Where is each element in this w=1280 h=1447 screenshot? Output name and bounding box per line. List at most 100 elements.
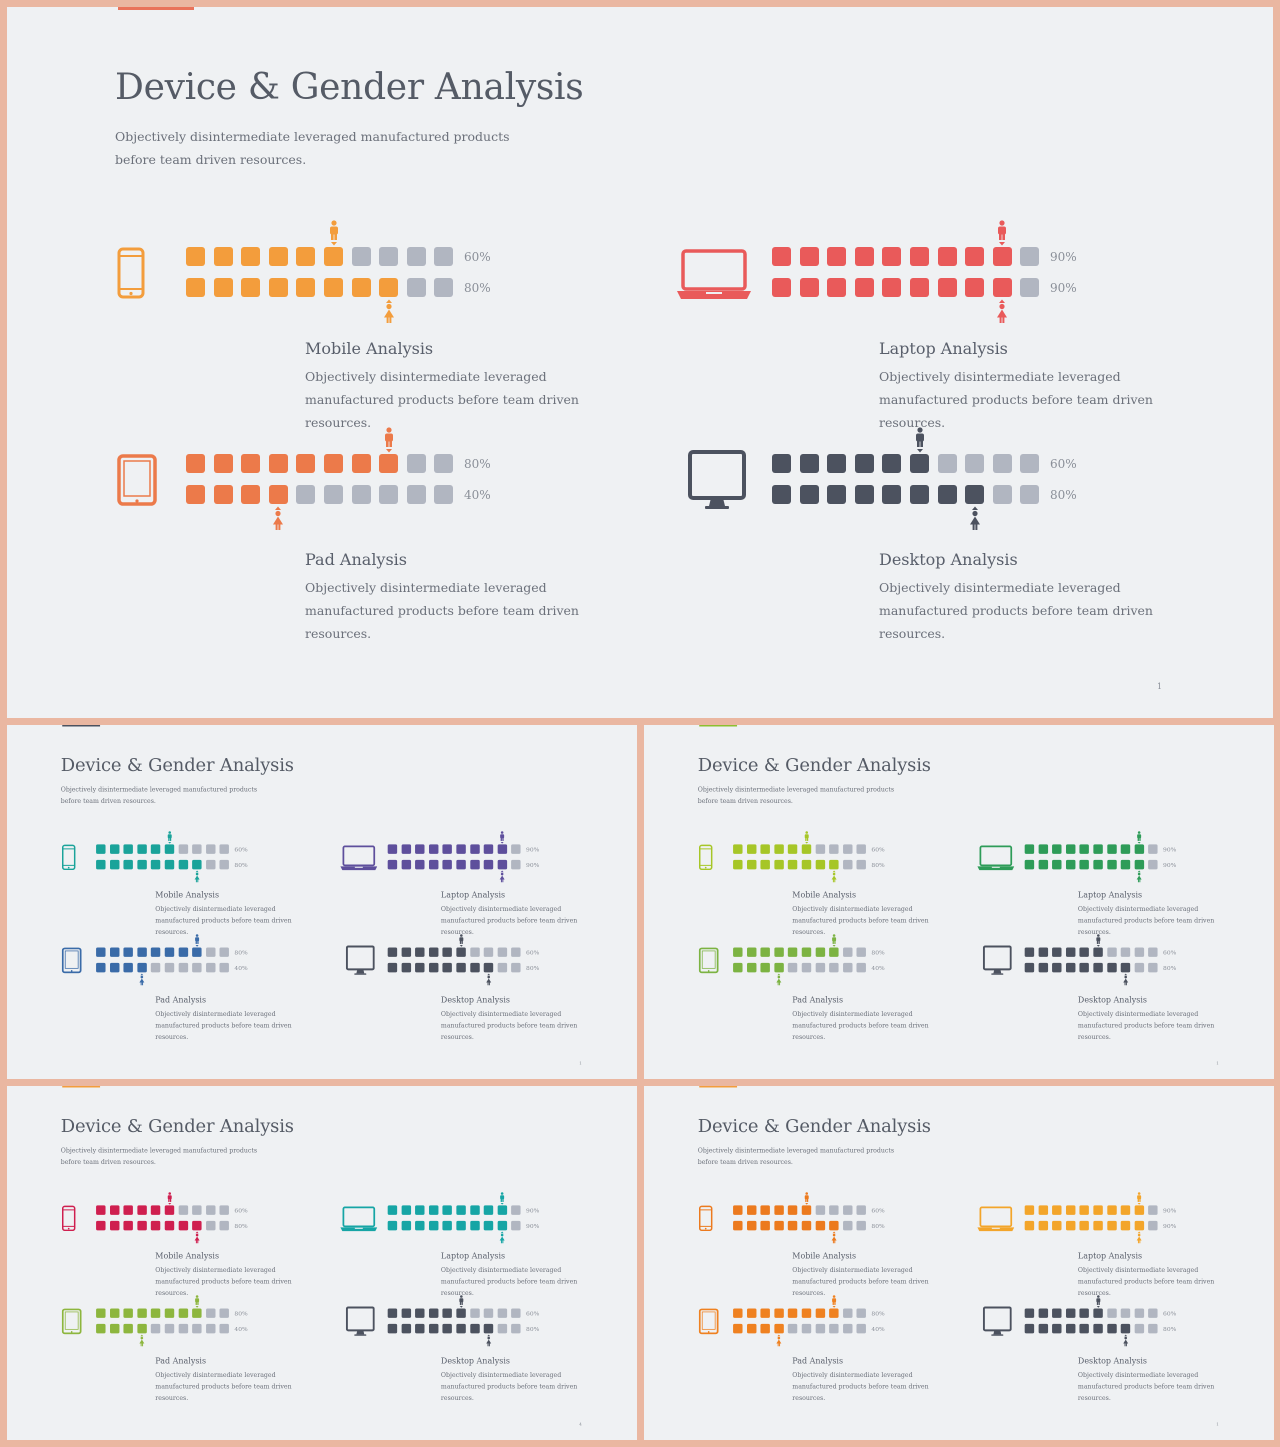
bar-cell [96, 1205, 106, 1215]
bar-cell [733, 1205, 743, 1215]
bar-cell [1065, 859, 1076, 870]
bar-cell [511, 1220, 521, 1231]
bar-cell [470, 1220, 480, 1231]
bar-cell [379, 278, 399, 297]
bar-cell [854, 454, 874, 473]
male-person-icon [165, 1192, 173, 1207]
bar-cell [842, 1308, 853, 1318]
bar-cell [760, 1205, 770, 1215]
accent-bar [699, 725, 738, 727]
percent-label-male: 60% [526, 1309, 540, 1317]
bar-cell [746, 1323, 757, 1334]
bar-cell [1079, 859, 1090, 870]
female-person-icon [138, 1334, 146, 1349]
female-person-icon [1135, 870, 1143, 885]
bar-cell [456, 859, 466, 870]
bar-cell [1120, 1220, 1131, 1231]
bar-cell [178, 947, 188, 957]
page-number: 1 [1157, 682, 1163, 691]
bar-cell [401, 1323, 411, 1334]
bar-cell [746, 1205, 757, 1215]
bar-cell [351, 278, 371, 297]
percent-label-female: 90% [1050, 281, 1077, 295]
bar-cell [470, 1308, 480, 1318]
slide-canvas: Device & Gender Analysis Objectively disi… [7, 1086, 637, 1440]
panel-description: Objectively disintermediate leveraged ma… [440, 1266, 578, 1297]
panel-title: Pad Analysis [305, 550, 408, 569]
male-person-icon [802, 831, 810, 846]
panel-title: Desktop Analysis [440, 1356, 510, 1366]
bar-cell [1093, 1323, 1103, 1334]
bar-cell [442, 1308, 453, 1318]
bar-cell [992, 485, 1012, 504]
bar-cell [415, 859, 425, 870]
bar-cell [511, 1308, 521, 1318]
slide-thumbnail: Device & Gender Analysis Objectively disi… [7, 7, 1273, 718]
bar-cell [442, 962, 453, 973]
male-person-icon [1135, 1192, 1143, 1207]
bar-cell [733, 1308, 743, 1318]
bar-cell [109, 962, 120, 973]
panel-description: Objectively disintermediate leveraged ma… [879, 369, 1153, 430]
bar-cell [205, 1323, 216, 1334]
bar-cell [442, 859, 453, 870]
bar-cell [456, 947, 466, 957]
bar-cell [406, 278, 426, 297]
bar-cell [137, 1323, 147, 1334]
bar-cell [854, 278, 874, 297]
percent-label-male: 60% [1163, 1309, 1177, 1317]
bar-cell [186, 454, 205, 473]
slide-canvas: Device & Gender Analysis Objectively disi… [7, 7, 1273, 718]
panel-title: Desktop Analysis [879, 550, 1018, 569]
bar-cell [379, 247, 399, 266]
bar-cell [164, 962, 175, 973]
bar-cell [882, 278, 902, 297]
desktop-monitor-icon [982, 1306, 1012, 1338]
bar-cell [772, 485, 791, 504]
female-person-icon [967, 506, 983, 536]
bar-cell [856, 1308, 867, 1318]
bar-cell [733, 844, 743, 854]
bar-cell [406, 485, 426, 504]
panel-title: Mobile Analysis [792, 890, 857, 900]
bar-cell [746, 1220, 757, 1231]
bar-cell [109, 1205, 120, 1215]
bar-cell [428, 844, 439, 854]
bar-cell [151, 1205, 161, 1215]
bar-cell [137, 947, 147, 957]
bar-cell [788, 859, 798, 870]
bar-cell [1052, 1205, 1062, 1215]
percent-label-female: 80% [1163, 964, 1177, 972]
bar-cell [827, 247, 847, 266]
bar-cell [296, 454, 316, 473]
bar-cell [137, 844, 147, 854]
female-person-icon [485, 1334, 493, 1349]
bar-cell [483, 1220, 494, 1231]
percent-label-male: 90% [1050, 250, 1077, 264]
bar-cell [137, 1308, 147, 1318]
bar-cell [192, 859, 202, 870]
bar-cell [379, 485, 399, 504]
bar-cell [213, 485, 233, 504]
bar-cell [401, 1308, 411, 1318]
bar-cell [842, 1205, 853, 1215]
bar-cell [1052, 962, 1062, 973]
bar-cell [1024, 1220, 1035, 1231]
bar-cell [483, 1323, 494, 1334]
bar-cell [1079, 1308, 1090, 1318]
bar-cell [1079, 1205, 1090, 1215]
bar-cell [511, 962, 521, 973]
bar-cell [1134, 962, 1145, 973]
bar-cell [910, 485, 929, 504]
bar-cell [96, 947, 106, 957]
bar-cell [219, 1323, 230, 1334]
bar-cell [965, 278, 985, 297]
male-person-icon [165, 831, 173, 846]
accent-bar [699, 1086, 738, 1088]
page-number: 1 [579, 1060, 582, 1066]
bar-cell [1024, 1308, 1035, 1318]
page-number: 4 [579, 1421, 582, 1427]
bar-cell [1079, 962, 1090, 973]
bar-cell [772, 454, 791, 473]
percent-label-male: 60% [871, 845, 885, 853]
